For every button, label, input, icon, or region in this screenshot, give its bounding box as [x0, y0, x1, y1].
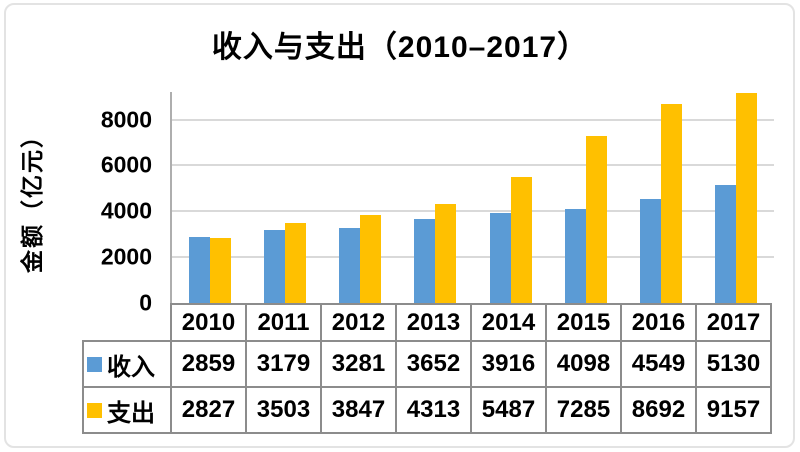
legend-cell-series1: 支出	[82, 386, 172, 434]
legend-swatch-icon	[87, 402, 102, 418]
plot-area	[170, 92, 774, 303]
gridline	[172, 164, 774, 167]
year-header-cell: 2010	[170, 303, 247, 342]
data-table: 2010 2011 2012 2013 2014 2015 2016 2017 收入 2859 31…	[82, 303, 772, 434]
value-cell-series1-2015: 7285	[545, 386, 622, 434]
year-header-cell: 2016	[620, 303, 697, 342]
bar-group-2013	[398, 92, 473, 303]
year-header-cell: 2014	[470, 303, 547, 342]
y-tick-label: 6000	[100, 151, 152, 178]
bar-series0-2015	[564, 209, 586, 303]
year-header-cell: 2017	[695, 303, 772, 342]
bar-group-2016	[624, 92, 699, 303]
bar-group-2015	[548, 92, 623, 303]
value-cell-series1-2013: 4313	[395, 386, 472, 434]
bar-series1-2017	[736, 93, 758, 303]
y-tick-label: 2000	[100, 243, 152, 270]
bar-group-2014	[473, 92, 548, 303]
value-cell-series1-2014: 5487	[470, 386, 547, 434]
y-axis-title-box: 金额（亿元）	[10, 92, 50, 303]
bar-series1-2016	[661, 103, 683, 303]
bar-group-2010	[172, 92, 247, 303]
bar-series0-2012	[339, 227, 361, 303]
year-header-cell: 2011	[245, 303, 322, 342]
value-cell-series0-2017: 5130	[695, 340, 772, 388]
bar-series1-2011	[284, 222, 306, 303]
gridline	[172, 118, 774, 121]
bar-series1-2014	[510, 177, 532, 303]
table-corner-cell	[83, 304, 171, 341]
year-header-cell: 2013	[395, 303, 472, 342]
value-cell-series1-2016: 8692	[620, 386, 697, 434]
bar-series0-2014	[489, 213, 511, 303]
bar-series0-2017	[715, 185, 737, 303]
year-header-cell: 2015	[545, 303, 622, 342]
bar-series0-2013	[414, 219, 436, 303]
value-cell-series0-2013: 3652	[395, 340, 472, 388]
year-header-cell: 2012	[320, 303, 397, 342]
legend-series-name: 收入	[107, 353, 155, 381]
y-tick-label: 4000	[100, 197, 152, 224]
value-cell-series0-2015: 4098	[545, 340, 622, 388]
y-tick-label: 8000	[100, 106, 152, 133]
value-cell-series0-2016: 4549	[620, 340, 697, 388]
y-axis-ticks: 0 2000 4000 6000 8000	[60, 92, 158, 314]
legend-swatch-icon	[87, 356, 102, 372]
gridline	[172, 256, 774, 259]
value-cell-series1-2012: 3847	[320, 386, 397, 434]
bar-series1-2015	[585, 135, 607, 303]
chart-title: 收入与支出（2010–2017）	[211, 31, 589, 64]
legend-series-name: 支出	[107, 399, 155, 427]
y-tick-label: 0	[139, 289, 152, 316]
gridline	[172, 210, 774, 213]
value-cell-series1-2010: 2827	[170, 386, 247, 434]
value-cell-series0-2011: 3179	[245, 340, 322, 388]
value-cell-series0-2012: 3281	[320, 340, 397, 388]
bar-series0-2016	[640, 198, 662, 303]
bar-groups	[172, 92, 774, 303]
bar-series1-2010	[209, 238, 231, 303]
bar-series0-2010	[188, 237, 210, 303]
bar-series1-2013	[435, 204, 457, 303]
bar-group-2012	[323, 92, 398, 303]
value-cell-series0-2010: 2859	[170, 340, 247, 388]
bar-group-2011	[247, 92, 322, 303]
y-axis-title: 金额（亿元）	[19, 122, 45, 273]
legend-cell-series0: 收入	[82, 340, 172, 388]
bar-series0-2011	[263, 230, 285, 303]
bar-series1-2012	[360, 214, 382, 303]
bar-group-2017	[699, 92, 774, 303]
value-cell-series1-2017: 9157	[695, 386, 772, 434]
value-cell-series1-2011: 3503	[245, 386, 322, 434]
value-cell-series0-2014: 3916	[470, 340, 547, 388]
